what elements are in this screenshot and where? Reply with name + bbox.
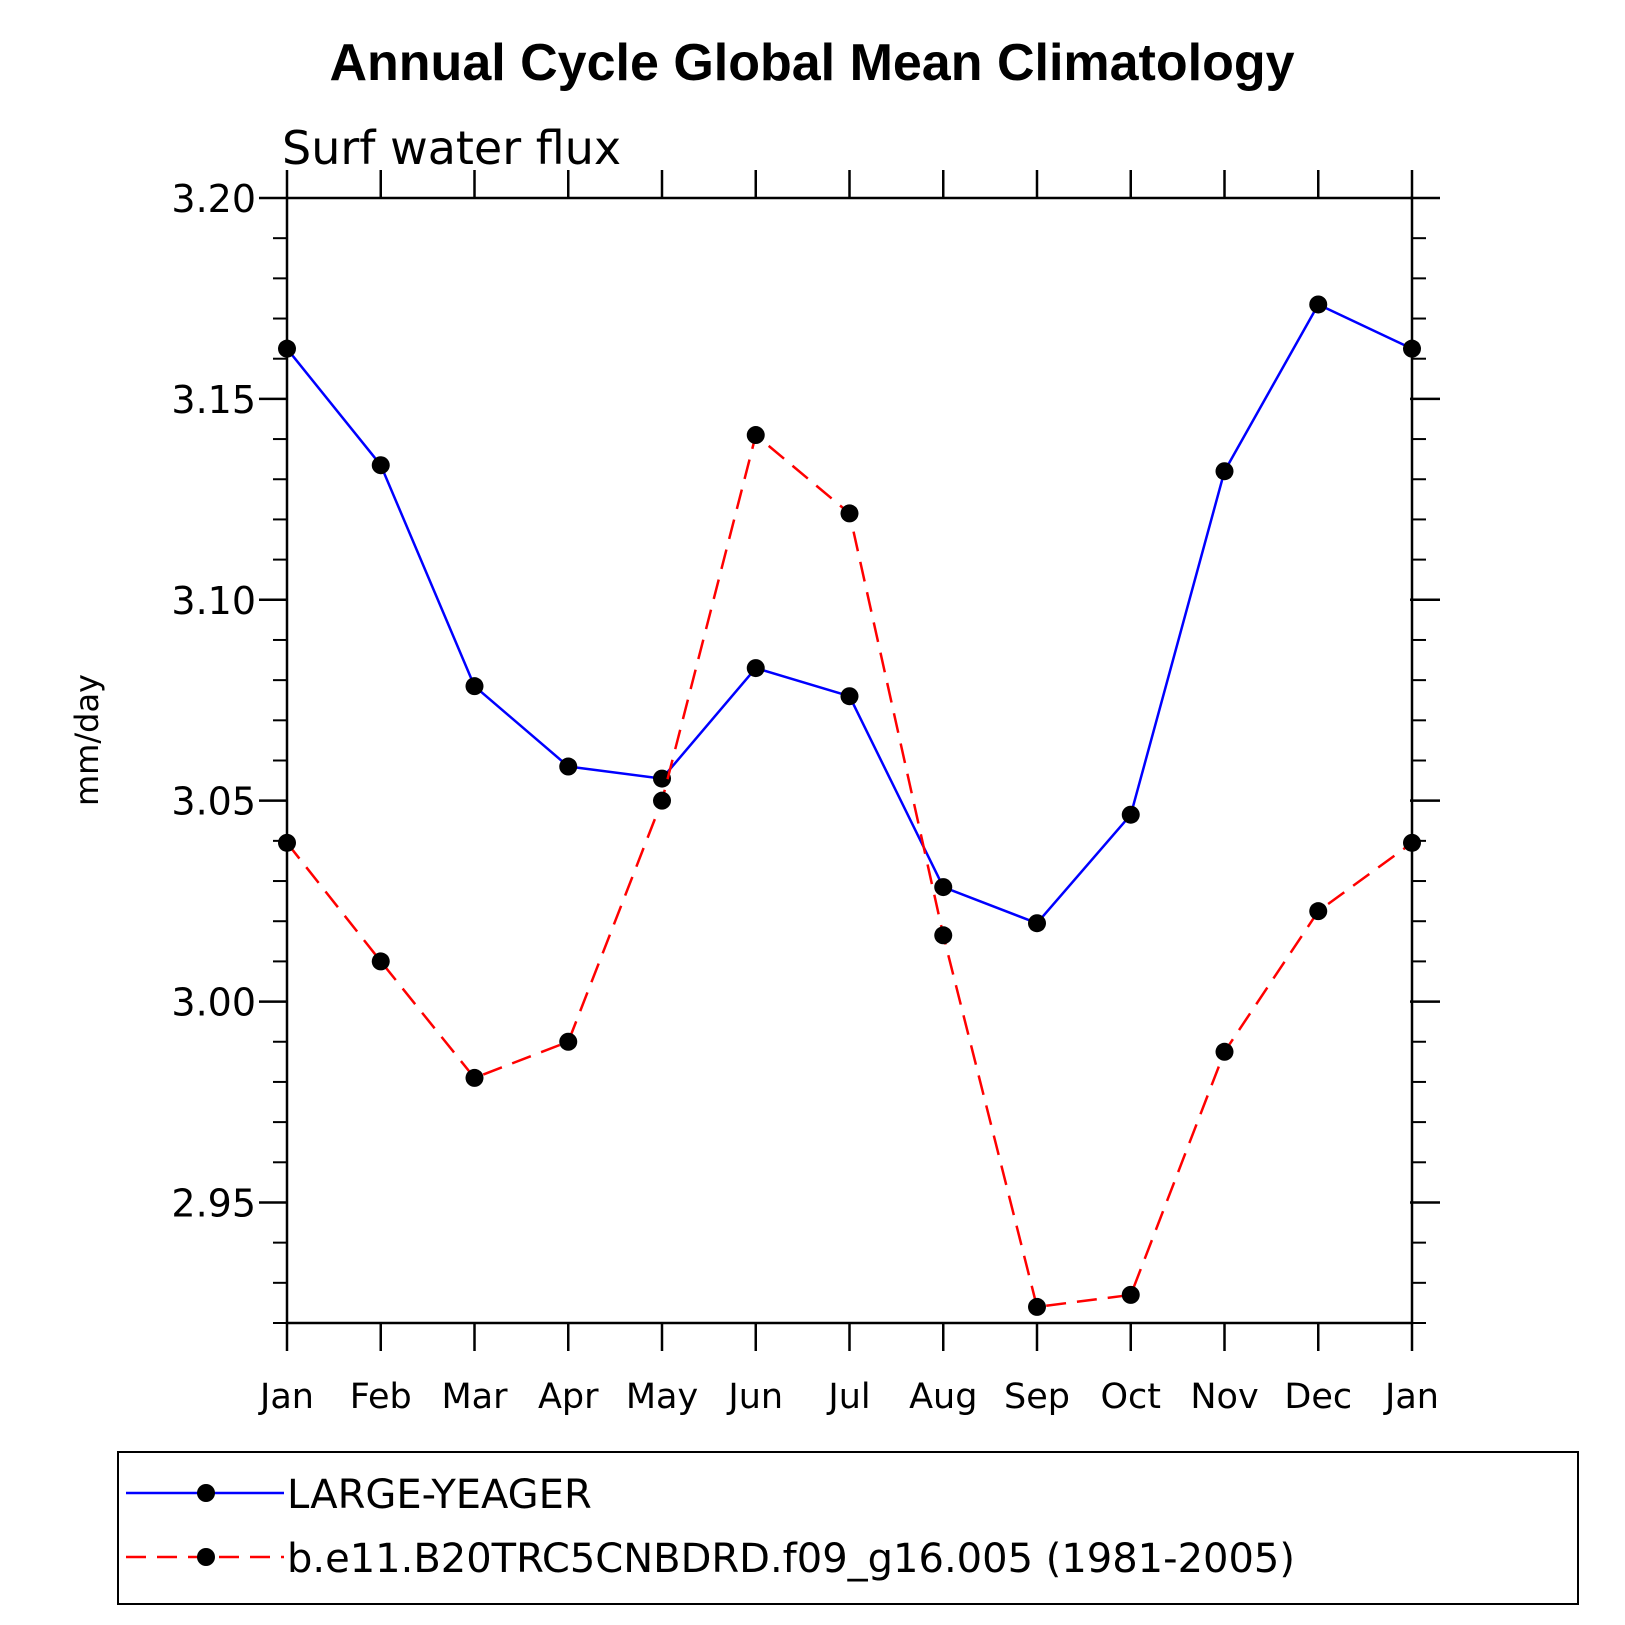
y-tick-label: 3.15: [171, 378, 256, 422]
data-point: [840, 687, 859, 706]
data-point: [559, 757, 578, 776]
x-tick-label: Jan: [1383, 1377, 1439, 1417]
y-tick-label: 2.95: [171, 1181, 256, 1225]
series-layer: [278, 295, 1421, 1316]
x-tick-label: Dec: [1284, 1377, 1352, 1417]
series-line: [286, 433, 1413, 1309]
legend-label: LARGE-YEAGER: [287, 1472, 592, 1518]
y-tick-label: 3.20: [171, 177, 256, 221]
data-point: [371, 456, 390, 475]
data-point: [1215, 462, 1234, 481]
chart-subtitle: Surf water flux: [282, 121, 621, 175]
data-point: [1121, 1285, 1140, 1304]
x-tick-label: May: [626, 1377, 698, 1417]
x-tick-label: Oct: [1100, 1377, 1161, 1417]
y-axis-label: mm/day: [68, 674, 106, 806]
data-point: [1121, 805, 1140, 824]
axis-ticks: 3.20 3.15 3.10 3.05 3.00 2.95 Jan Feb Mar Apr May J…: [171, 170, 1440, 1417]
data-point: [465, 1068, 484, 1087]
data-point: [653, 769, 671, 788]
data-point: [1028, 914, 1046, 933]
legend-marker: [197, 1484, 215, 1502]
data-point: [1215, 1042, 1234, 1061]
legend-label: b.e11.B20TRC5CNBDRD.f09_g16.005 (1981-20…: [287, 1536, 1295, 1582]
data-point: [1309, 902, 1328, 921]
data-point: [653, 791, 671, 810]
data-point: [1403, 339, 1421, 358]
chart-title: Annual Cycle Global Mean Climatology: [329, 34, 1294, 92]
data-point: [1028, 1297, 1046, 1316]
y-tick-label: 3.00: [171, 981, 256, 1025]
x-tick-label: Apr: [538, 1377, 599, 1417]
data-point: [465, 677, 484, 696]
series-1: [278, 295, 1421, 933]
x-tick-label: Aug: [909, 1377, 977, 1417]
x-tick-label: Jun: [726, 1377, 783, 1417]
y-tick-label: 3.05: [171, 780, 256, 824]
series-line: [286, 303, 1413, 925]
x-tick-label: Jan: [258, 1377, 314, 1417]
x-tick-label: Mar: [441, 1377, 508, 1417]
legend-box: [117, 1451, 1579, 1605]
data-point: [1403, 833, 1421, 852]
series-2: [278, 426, 1421, 1316]
data-point: [746, 426, 765, 445]
data-point: [278, 833, 296, 852]
x-tick-label: Jul: [826, 1377, 870, 1417]
legend: LARGE-YEAGER b.e11.B20TRC5CNBDRD.f09_g16.…: [126, 1472, 1295, 1582]
plot-frame: [285, 196, 1414, 1325]
data-point: [278, 339, 296, 358]
data-point: [1309, 295, 1328, 314]
data-point: [934, 926, 953, 945]
legend-marker: [197, 1548, 215, 1566]
x-tick-label: Feb: [350, 1377, 412, 1417]
x-tick-label: Sep: [1004, 1377, 1070, 1417]
data-point: [934, 878, 953, 897]
data-point: [559, 1032, 578, 1051]
x-tick-label: Nov: [1190, 1377, 1258, 1417]
data-point: [840, 504, 859, 523]
data-point: [746, 659, 765, 678]
y-tick-label: 3.10: [171, 579, 256, 623]
data-point: [371, 952, 390, 971]
